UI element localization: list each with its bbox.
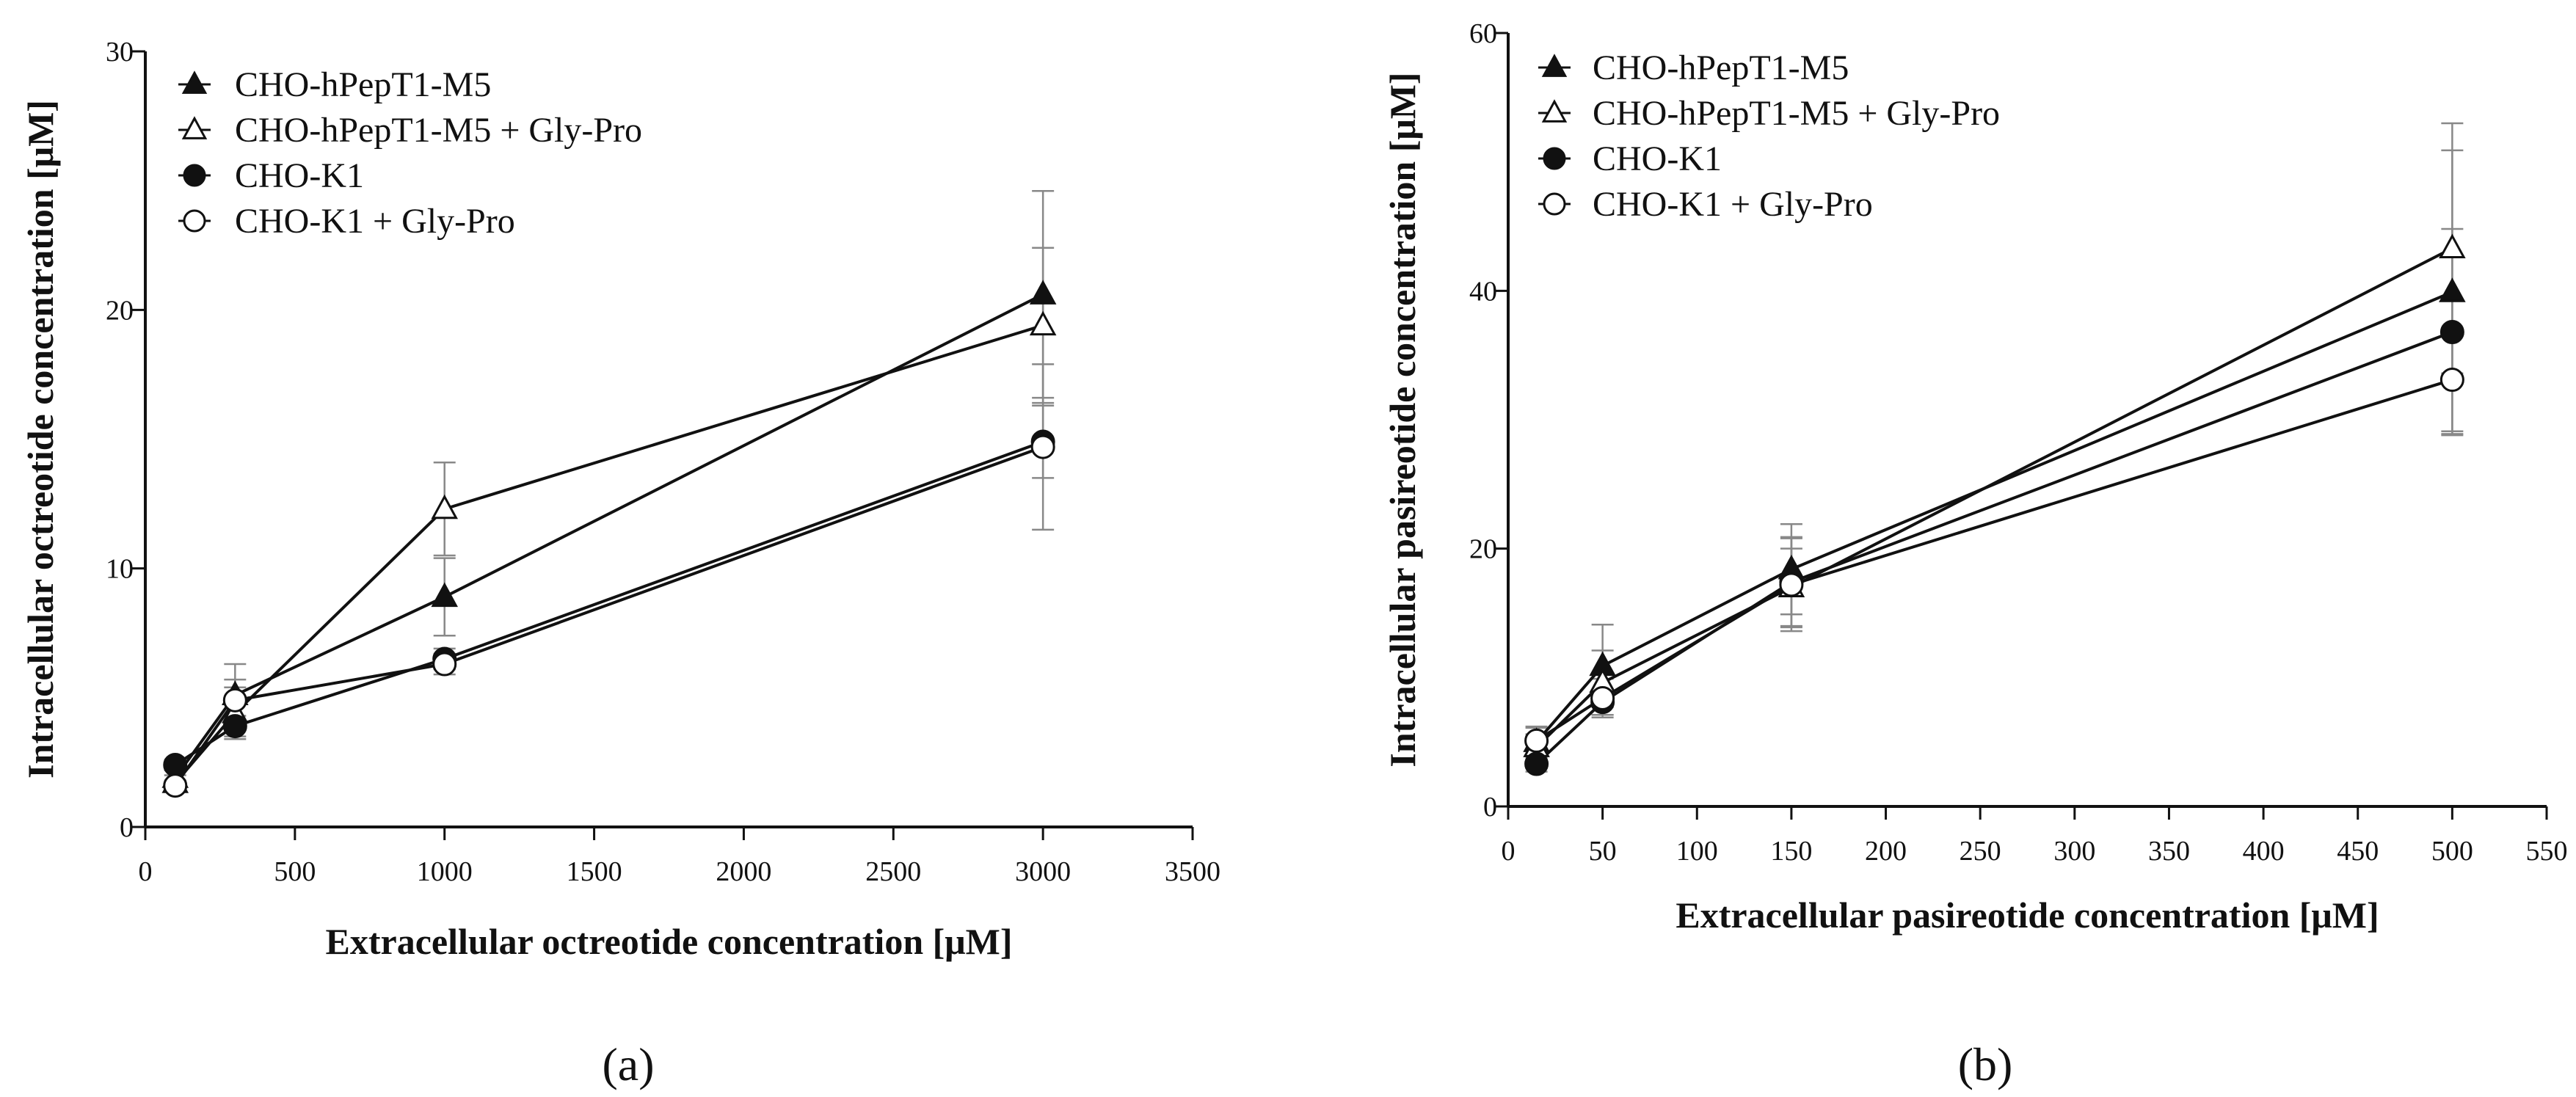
chart-b-legend-label-cho-hpept1-m5: CHO-hPepT1-M5 xyxy=(1593,48,1849,87)
chart-a-cho-hpept1-m5-gly-pro-line xyxy=(174,324,1044,784)
chart-b-x-tick-label-2: 100 xyxy=(1676,836,1718,867)
chart-a-cho-hpept1-m5-point-2 xyxy=(431,582,458,608)
chart-b-x-tick-label-9: 450 xyxy=(2337,836,2379,867)
chart-a-cho-hpept1-m5-gly-pro-point-2 xyxy=(431,494,458,520)
chart-b-x-tick-label-8: 400 xyxy=(2243,836,2285,867)
chart-a-legend-label-cho-hpept1-m5: CHO-hPepT1-M5 xyxy=(235,65,491,104)
chart-b-x-tick-label-10: 500 xyxy=(2431,836,2473,867)
panel-label-b: (b) xyxy=(1958,1038,2013,1090)
chart-a-x-tick-label-7: 3500 xyxy=(1165,856,1220,887)
chart-a-cho-k1-gly-pro-point-0 xyxy=(163,773,188,798)
chart-a-x-tick-label-0: 0 xyxy=(139,856,153,887)
chart-a-legend-marker-cho-k1 xyxy=(183,164,206,187)
chart-b-cho-hpept1-m5-line xyxy=(1535,291,2453,743)
chart-b-cho-k1-gly-pro-point-1 xyxy=(1590,685,1615,710)
chart-b-legend-marker-cho-hpept1-m5-gly-pro xyxy=(1541,99,1568,123)
chart-a-legend-marker-cho-hpept1-m5-gly-pro xyxy=(181,116,208,139)
chart-b-legend-marker-cho-k1 xyxy=(1543,147,1566,170)
chart-b-cho-k1-gly-pro-point-3 xyxy=(2439,368,2464,393)
chart-a-x-tick-label-1: 500 xyxy=(274,856,316,887)
chart-b-cho-k1-gly-pro-point-0 xyxy=(1524,728,1549,753)
chart-b-cho-hpept1-m5-gly-pro-line xyxy=(1535,247,2453,748)
chart-b-cho-k1-point-3 xyxy=(2439,320,2464,345)
chart-b-legend-label-cho-k1-gly-pro: CHO-K1 + Gly-Pro xyxy=(1593,185,1873,224)
chart-b-cho-k1-gly-pro-line xyxy=(1535,378,2453,743)
chart-a-cho-hpept1-m5-line xyxy=(174,293,1044,779)
chart-a-cho-hpept1-m5-gly-pro-point-3 xyxy=(1029,310,1057,336)
chart-a-cho-k1-gly-pro-point-2 xyxy=(432,652,457,677)
chart-a-y-tick-label-3: 30 xyxy=(106,37,134,68)
chart-b-x-tick-label-6: 300 xyxy=(2053,836,2095,867)
chart-b-legend-marker-cho-hpept1-m5 xyxy=(1541,54,1568,77)
chart-a-cho-k1-gly-pro-point-1 xyxy=(222,688,247,712)
chart-b-x-tick-label-11: 550 xyxy=(2526,836,2568,867)
chart-a-x-tick-label-3: 1500 xyxy=(567,856,622,887)
panel-label-a: (a) xyxy=(602,1038,654,1090)
chart-b-x-axis-title: Extracellular pasireotide concentration … xyxy=(1676,894,2379,936)
chart-b-cho-k1-line xyxy=(1535,330,2453,765)
chart-a-legend-label-cho-hpept1-m5-gly-pro: CHO-hPepT1-M5 + Gly-Pro xyxy=(235,111,642,150)
chart-b-y-tick-label-0: 0 xyxy=(1483,792,1497,823)
chart-b-x-tick-label-3: 150 xyxy=(1770,836,1812,867)
chart-b-y-tick-label-1: 20 xyxy=(1469,534,1497,565)
chart-b-y-tick-label-2: 40 xyxy=(1469,276,1497,307)
chart-a-legend-label-cho-k1: CHO-K1 xyxy=(235,156,364,195)
chart-b-legend-marker-cho-k1-gly-pro xyxy=(1543,192,1566,216)
chart-b-x-tick-label-5: 250 xyxy=(1960,836,2001,867)
chart-a-cho-k1-gly-pro-line xyxy=(174,445,1044,787)
chart-a-x-tick-label-5: 2500 xyxy=(865,856,921,887)
chart-panel-a: 0 500 1000 1500 2000 2500 3000 3500 0 10 20 30 Extra… xyxy=(20,37,1220,962)
chart-a-legend-marker-cho-k1-gly-pro xyxy=(183,209,206,233)
chart-b-cho-hpept1-m5-point-3 xyxy=(2439,277,2466,302)
chart-b-cho-k1-gly-pro-point-2 xyxy=(1779,572,1804,597)
chart-b-cho-hpept1-m5-gly-pro-point-3 xyxy=(2439,233,2466,259)
chart-b-y-axis-title: Intracellular pasireotide concentration … xyxy=(1382,72,1423,767)
chart-a-cho-k1-line xyxy=(174,440,1044,767)
chart-a-cho-k1-point-1 xyxy=(222,714,247,739)
chart-b-x-tick-label-1: 50 xyxy=(1589,836,1617,867)
chart-b-x-tick-label-7: 350 xyxy=(2148,836,2190,867)
chart-a-cho-k1-point-0 xyxy=(163,752,188,777)
chart-a-x-axis-title: Extracellular octreotide concentration [… xyxy=(326,921,1013,962)
chart-panel-b: 0 50 100 150 200 250 300 350 400 450 500 550 0 20 40 60… xyxy=(1382,18,2568,936)
chart-b-x-tick-label-0: 0 xyxy=(1502,836,1516,867)
chart-b-cho-k1-point-0 xyxy=(1524,751,1549,776)
chart-b-legend-label-cho-hpept1-m5-gly-pro: CHO-hPepT1-M5 + Gly-Pro xyxy=(1593,94,2000,133)
chart-b-y-tick-label-3: 60 xyxy=(1469,18,1497,49)
chart-b-x-tick-label-4: 200 xyxy=(1865,836,1907,867)
chart-a-legend-label-cho-k1-gly-pro: CHO-K1 + Gly-Pro xyxy=(235,202,515,241)
chart-a-cho-hpept1-m5-point-3 xyxy=(1029,280,1057,305)
chart-a-cho-k1-gly-pro-point-3 xyxy=(1030,434,1055,459)
chart-a-x-tick-label-4: 2000 xyxy=(716,856,771,887)
chart-a-y-tick-label-1: 10 xyxy=(106,554,134,585)
chart-a-x-tick-label-6: 3000 xyxy=(1015,856,1071,887)
chart-a-y-tick-label-0: 0 xyxy=(120,812,134,843)
chart-a-y-axis-title: Intracellular octreotide concentration [… xyxy=(20,100,61,779)
chart-a-y-tick-label-2: 20 xyxy=(106,295,134,326)
chart-a-x-tick-label-2: 1000 xyxy=(417,856,473,887)
chart-a-legend-marker-cho-hpept1-m5 xyxy=(181,70,208,94)
chart-b-legend-label-cho-k1: CHO-K1 xyxy=(1593,139,1722,178)
